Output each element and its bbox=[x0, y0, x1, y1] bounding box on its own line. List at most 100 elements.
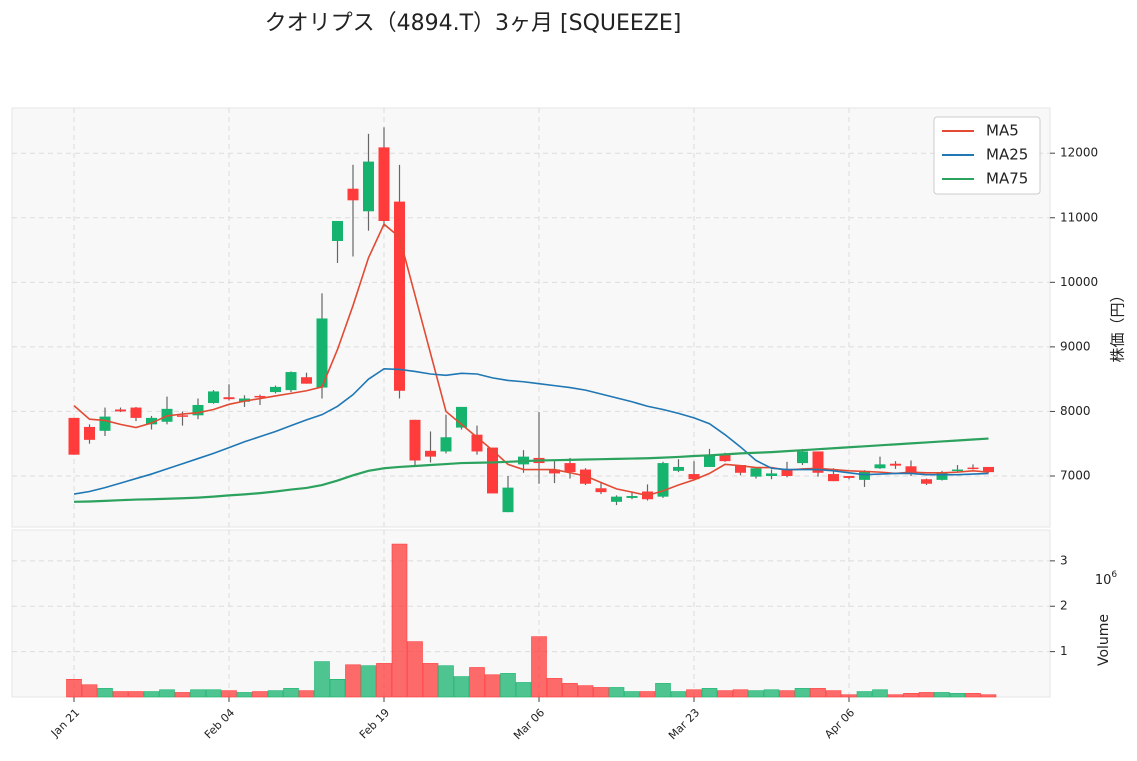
x-tick-label: Apr 06 bbox=[822, 706, 857, 741]
volume-bar bbox=[143, 691, 160, 698]
y-axis-label: 株価（円） bbox=[1109, 287, 1127, 362]
scale-exponent: 6 bbox=[1111, 570, 1117, 580]
y-tick-label: 1 bbox=[1060, 644, 1068, 658]
candle-body bbox=[611, 496, 622, 502]
candle-body bbox=[657, 463, 669, 497]
volume-bar bbox=[825, 690, 842, 698]
ma-line bbox=[73, 368, 989, 495]
volume-bar bbox=[159, 689, 175, 698]
volume-bar bbox=[314, 661, 330, 698]
x-tick-label: Feb 04 bbox=[202, 706, 237, 741]
volume-bar bbox=[546, 678, 563, 698]
candle-body bbox=[766, 473, 777, 476]
volume-panel bbox=[11, 529, 1051, 698]
volume-bar bbox=[918, 692, 935, 698]
volume-bar bbox=[655, 683, 671, 698]
candle-body bbox=[874, 464, 886, 469]
volume-bar bbox=[174, 692, 191, 698]
candle-body bbox=[99, 416, 111, 431]
volume-bar bbox=[794, 688, 811, 698]
price-panel bbox=[11, 107, 1051, 528]
volume-bar bbox=[949, 693, 966, 698]
plot-layer: 7000 8000 9000 10000 11000 12000 1 2 3 Jan 21 Feb … bbox=[12, 108, 1098, 742]
volume-bar bbox=[391, 543, 408, 698]
x-tick-label: Mar 06 bbox=[511, 706, 547, 742]
volume-bar bbox=[670, 691, 687, 698]
volume-bar bbox=[841, 694, 857, 698]
legend-label: MA25 bbox=[986, 146, 1028, 164]
y-tick-label: 7000 bbox=[1060, 468, 1091, 482]
candle-body bbox=[130, 407, 142, 418]
volume-bar bbox=[283, 688, 299, 698]
volume-bar bbox=[97, 688, 113, 698]
volume-bar bbox=[856, 691, 873, 698]
volume-label: Volume bbox=[1096, 614, 1112, 666]
legend-box bbox=[933, 116, 1041, 195]
candle-body bbox=[921, 479, 932, 484]
candle-body bbox=[595, 488, 607, 493]
volume-bar bbox=[779, 690, 795, 698]
candle-body bbox=[905, 466, 917, 475]
volume-bar bbox=[531, 636, 547, 698]
volume-bar bbox=[887, 694, 904, 698]
candle-body bbox=[797, 451, 808, 464]
volume-bar bbox=[81, 684, 98, 698]
volume-bar bbox=[624, 691, 640, 698]
candle-body bbox=[967, 467, 979, 470]
volume-bar bbox=[112, 691, 129, 698]
volume-bar bbox=[577, 685, 594, 698]
candle-body bbox=[487, 447, 498, 494]
candle-body bbox=[471, 434, 483, 452]
chart-title: クオリプス（4894.T）3ヶ月 [SQUEEZE] bbox=[265, 11, 682, 36]
candle-body bbox=[425, 450, 436, 457]
volume-bar bbox=[190, 689, 206, 698]
candle-body bbox=[223, 397, 235, 400]
y-tick-label: 11000 bbox=[1060, 210, 1098, 224]
candle-body bbox=[564, 463, 576, 473]
volume-bar bbox=[345, 664, 361, 698]
candle-body bbox=[859, 471, 870, 480]
volume-bar bbox=[422, 663, 439, 698]
volume-bar bbox=[903, 693, 919, 698]
candle-body bbox=[254, 395, 266, 398]
volume-bar bbox=[484, 674, 501, 698]
volume-bar bbox=[965, 693, 981, 698]
volume-bar bbox=[252, 691, 268, 698]
volume-bar bbox=[329, 679, 346, 698]
volume-bar bbox=[438, 665, 454, 698]
volume-bar bbox=[66, 679, 82, 698]
volume-bar bbox=[686, 689, 702, 698]
candle-body bbox=[239, 398, 250, 402]
legend-label: MA75 bbox=[986, 170, 1028, 188]
candle-body bbox=[843, 475, 855, 478]
candle-body bbox=[781, 468, 793, 476]
y-tick-label: 2 bbox=[1060, 599, 1068, 613]
candle-body bbox=[440, 437, 452, 452]
candle-body bbox=[828, 474, 839, 482]
volume-bar bbox=[376, 663, 392, 698]
candle-body bbox=[983, 466, 994, 473]
ma-line bbox=[73, 222, 989, 497]
candle-body bbox=[890, 463, 901, 466]
volume-bar bbox=[717, 690, 733, 698]
y-tick-label: 10000 bbox=[1060, 275, 1098, 289]
x-tick-label: Feb 19 bbox=[357, 706, 392, 741]
volume-bar bbox=[267, 690, 284, 698]
candle-body bbox=[332, 220, 343, 241]
candle-body bbox=[735, 465, 746, 473]
volume-bar bbox=[500, 673, 516, 698]
candle-body bbox=[192, 404, 204, 416]
candle-body bbox=[115, 409, 126, 412]
candle-body bbox=[68, 417, 80, 455]
candle-body bbox=[301, 377, 312, 384]
volume-bar bbox=[934, 692, 950, 698]
candle-body bbox=[146, 417, 157, 425]
volume-bar bbox=[593, 687, 609, 698]
scale-base: 10 bbox=[1095, 573, 1112, 588]
candle-body bbox=[177, 415, 188, 417]
candle-body bbox=[84, 426, 95, 440]
x-tick-label: Mar 23 bbox=[666, 706, 702, 742]
candle-body bbox=[750, 468, 762, 477]
volume-bar bbox=[205, 689, 222, 698]
candle-body bbox=[704, 455, 715, 467]
